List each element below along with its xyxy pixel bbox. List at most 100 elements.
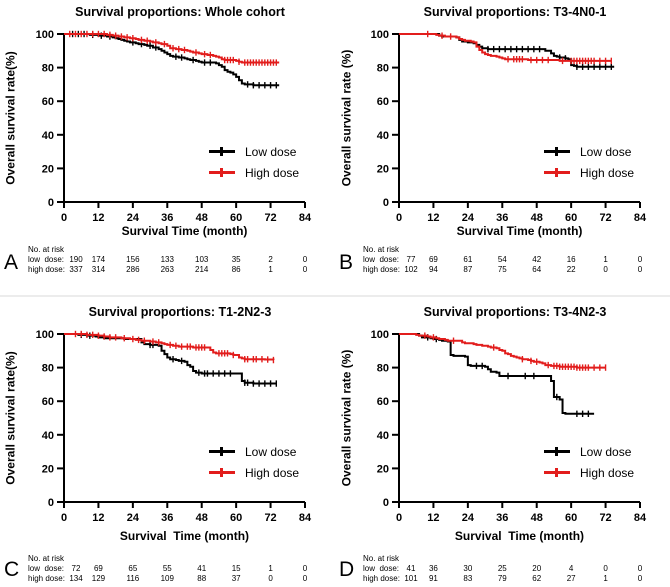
risk-table: No. at risk low dose: 41 36 30 25 20 4 0 0 high… (335, 554, 670, 584)
legend: Low dose High dose (209, 441, 299, 483)
risk-count: 16 (566, 254, 576, 264)
censor-tick-icon (220, 447, 223, 456)
risk-count: 64 (532, 264, 542, 274)
panel-letter: C (4, 558, 20, 581)
censor-tick-icon (555, 447, 558, 456)
risk-count: 62 (532, 573, 542, 583)
y-tick-label: 40 (42, 130, 54, 142)
risk-count: 0 (603, 264, 608, 274)
legend-entry-high-dose: High dose (209, 462, 299, 483)
risk-count: 72 (71, 563, 81, 573)
y-tick-label: 100 (371, 329, 389, 341)
legend-label-high-dose: High dose (245, 165, 300, 180)
low-dose-line-swatch (209, 147, 235, 156)
risk-row-label: low dose: (28, 254, 65, 264)
x-tick-label: 0 (61, 212, 67, 224)
risk-table-header: No. at risk (363, 554, 400, 563)
censor-tick-icon (555, 468, 558, 477)
y-tick-label: 0 (48, 197, 54, 209)
risk-table: No. at risk low dose: 72 69 65 55 41 15 1 0 hig… (0, 554, 335, 584)
y-tick-label: 40 (42, 430, 54, 442)
x-axis-label: Survival Time (month) (454, 529, 585, 543)
risk-count: 65 (128, 563, 138, 573)
high-dose-line-swatch (544, 168, 570, 177)
x-tick-label: 12 (427, 512, 439, 524)
risk-counts: 337 314 286 263 214 86 1 0 (0, 265, 335, 275)
risk-count: 129 (91, 573, 106, 583)
censor-tick-icon (220, 147, 223, 156)
risk-row-low-dose: low dose: 72 69 65 55 41 15 1 0 (0, 564, 335, 574)
risk-row-high-dose: high dose: 134 129 116 109 88 37 0 0 (0, 574, 335, 584)
x-tick-label: 24 (462, 212, 475, 224)
y-tick-label: 20 (377, 463, 389, 475)
risk-count: 133 (160, 254, 174, 264)
survival-curve (399, 333, 606, 369)
x-tick-label: 12 (92, 512, 104, 524)
risk-count: 41 (406, 563, 416, 573)
legend-label-low-dose: Low dose (245, 144, 297, 159)
x-tick-label: 72 (264, 512, 276, 524)
y-tick-label: 80 (377, 63, 389, 75)
risk-count: 263 (160, 264, 174, 274)
y-tick-label: 60 (42, 396, 54, 408)
risk-count: 0 (302, 254, 308, 264)
risk-table-header: No. at risk (28, 554, 65, 563)
x-tick-label: 60 (230, 512, 242, 524)
legend: Low dose High dose (209, 141, 299, 183)
censor-tick-icon (555, 147, 558, 156)
legend-entry-high-dose: High dose (209, 162, 299, 183)
x-tick-label: 48 (531, 212, 543, 224)
y-tick-label: 100 (36, 29, 54, 41)
survival-curve (64, 33, 280, 64)
survival-plot: 0 20 40 60 80 100 0 12 24 36 48 60 72 84 (36, 29, 312, 224)
risk-row-label: high dose: (28, 573, 65, 583)
x-tick-label: 72 (599, 512, 611, 524)
risk-count: 41 (197, 563, 207, 573)
y-tick-label: 40 (377, 430, 389, 442)
legend-label-high-dose: High dose (245, 465, 300, 480)
risk-count: 0 (268, 573, 273, 583)
legend-label-low-dose: Low dose (245, 444, 297, 459)
risk-count: 22 (566, 264, 576, 274)
y-tick-label: 0 (383, 497, 389, 509)
risk-count: 69 (93, 563, 103, 573)
risk-count: 88 (197, 573, 207, 583)
risk-count: 42 (532, 254, 542, 264)
legend-label-low-dose: Low dose (580, 144, 632, 159)
risk-count: 0 (637, 563, 643, 573)
risk-count: 214 (195, 264, 209, 274)
high-dose-line-swatch (544, 468, 570, 477)
x-tick-label: 48 (196, 212, 208, 224)
risk-count: 0 (302, 264, 308, 274)
risk-row-low-dose: low dose: 190 174 156 133 103 35 2 0 (0, 255, 335, 265)
x-tick-label: 48 (196, 512, 208, 524)
risk-count: 61 (463, 254, 473, 264)
risk-count: 2 (268, 254, 273, 264)
x-tick-label: 60 (565, 212, 577, 224)
panel-letter: B (339, 251, 354, 274)
y-tick-label: 80 (377, 363, 389, 375)
x-axis-label: Survival Time (month) (456, 224, 583, 238)
panel-b: Survival proportions: T3-4N0-1 Overall s… (335, 0, 670, 293)
survival-curve (64, 33, 280, 87)
x-tick-label: 60 (230, 212, 242, 224)
chart-title: Survival proportions: T1-2N2-3 (88, 305, 272, 319)
risk-count: 314 (91, 264, 106, 274)
y-tick-label: 60 (377, 96, 389, 108)
risk-count: 134 (69, 573, 83, 583)
censor-tick-icon (220, 468, 223, 477)
risk-count: 0 (637, 254, 643, 264)
x-tick-label: 36 (496, 212, 508, 224)
censor-tick-icon (555, 168, 558, 177)
y-tick-label: 60 (42, 96, 54, 108)
risk-count: 86 (231, 264, 241, 274)
y-tick-label: 100 (371, 29, 389, 41)
y-tick-label: 0 (383, 197, 389, 209)
risk-count: 69 (428, 254, 438, 264)
risk-row-label: low dose: (28, 563, 65, 573)
panel-a: Survival proportions: Whole cohort Overa… (0, 0, 335, 293)
risk-count: 0 (637, 573, 643, 583)
legend-label-low-dose: Low dose (580, 444, 632, 459)
x-tick-label: 36 (496, 512, 508, 524)
legend: Low dose High dose (544, 441, 634, 483)
